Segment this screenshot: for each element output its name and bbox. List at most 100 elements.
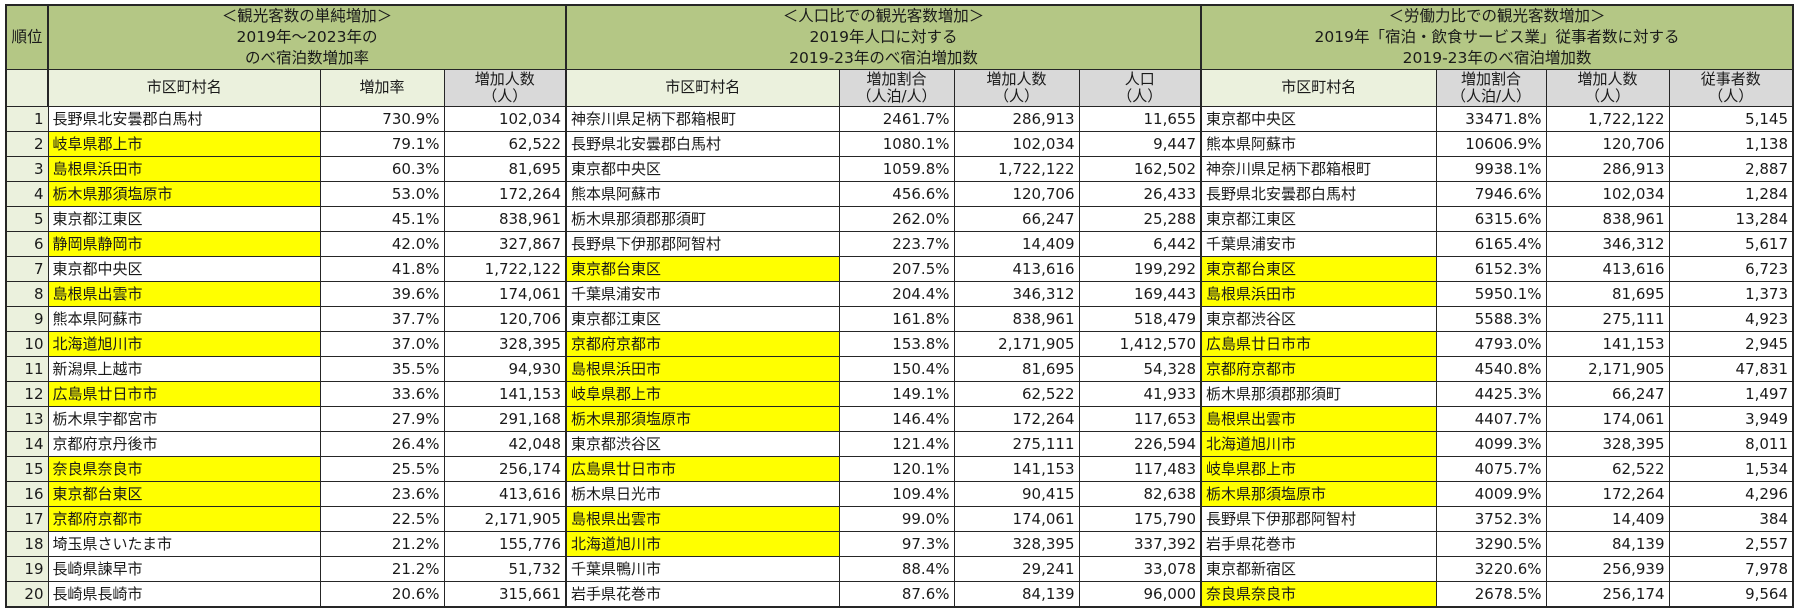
s2-ratio-cell: 1080.1% <box>838 130 955 157</box>
rank-cell: 2 <box>5 130 49 157</box>
s3-workers-cell: 2,887 <box>1668 155 1794 182</box>
s1-rate-cell: 37.0% <box>319 330 445 357</box>
s2-population-cell: 82,638 <box>1078 480 1202 507</box>
s3-workers-cell: 4,296 <box>1668 480 1794 507</box>
s2-population-cell: 1,412,570 <box>1078 330 1202 357</box>
s3-municipality-cell: 神奈川県足柄下郡箱根町 <box>1200 155 1437 182</box>
s1-municipality-cell: 東京都中央区 <box>47 255 321 282</box>
group-header-row: 順位 ＜観光客数の単純増加＞ 2019年～2023年の のべ宿泊数増加率 ＜人口… <box>5 4 1794 70</box>
table-row: 16 東京都台東区 23.6% 413,616 栃木県日光市 109.4% 90,415 82… <box>5 480 1794 507</box>
s1-count-cell: 141,153 <box>443 380 567 407</box>
s2-municipality-cell: 島根県出雲市 <box>565 505 840 532</box>
s1-count-cell: 174,061 <box>443 280 567 307</box>
s2-ratio-cell: 99.0% <box>838 505 955 532</box>
s3-ratio-cell: 9938.1% <box>1435 155 1547 182</box>
s3-workers-cell: 1,534 <box>1668 455 1794 482</box>
table-row: 18 埼玉県さいたま市 21.2% 155,776 北海道旭川市 97.3% 328,395… <box>5 530 1794 557</box>
rank-cell: 8 <box>5 280 49 307</box>
s3-municipality-cell: 東京都江東区 <box>1200 205 1437 232</box>
s2-ratio-cell: 121.4% <box>838 430 955 457</box>
s2-ratio-cell: 161.8% <box>838 305 955 332</box>
s2-population-cell: 226,594 <box>1078 430 1202 457</box>
s1-municipality-cell: 北海道旭川市 <box>47 330 321 357</box>
s1-rate-cell: 27.9% <box>319 405 445 432</box>
s1-rate-cell: 53.0% <box>319 180 445 207</box>
s1-rate-cell: 21.2% <box>319 530 445 557</box>
s3-count-cell: 413,616 <box>1545 255 1670 282</box>
s1-count-cell: 172,264 <box>443 180 567 207</box>
s1-rate-cell: 21.2% <box>319 555 445 582</box>
s2-municipality-cell: 長野県下伊那郡阿智村 <box>565 230 840 257</box>
s1-count-cell: 42,048 <box>443 430 567 457</box>
s3-count-cell: 62,522 <box>1545 455 1670 482</box>
s2-municipality-cell: 千葉県浦安市 <box>565 280 840 307</box>
rank-cell: 12 <box>5 380 49 407</box>
s3-ratio-cell: 33471.8% <box>1435 105 1547 132</box>
s2-population-cell: 117,483 <box>1078 455 1202 482</box>
s2-ratio-cell: 456.6% <box>838 180 955 207</box>
s3-ratio-cell: 4099.3% <box>1435 430 1547 457</box>
s2-ratio-cell: 88.4% <box>838 555 955 582</box>
rank-cell: 15 <box>5 455 49 482</box>
s2-count-cell: 81,695 <box>953 355 1080 382</box>
rank-cell: 6 <box>5 230 49 257</box>
s3-municipality-cell: 長野県下伊那郡阿智村 <box>1200 505 1437 532</box>
s1-rate-cell: 39.6% <box>319 280 445 307</box>
s3-count-cell: 141,153 <box>1545 330 1670 357</box>
s2-count-cell: 62,522 <box>953 380 1080 407</box>
table-row: 2 岐阜県郡上市 79.1% 62,522 長野県北安曇郡白馬村 1080.1% 102,0… <box>5 130 1794 157</box>
rank-cell: 17 <box>5 505 49 532</box>
s3-workers-cell: 47,831 <box>1668 355 1794 382</box>
s3-ratio-cell: 5950.1% <box>1435 280 1547 307</box>
table-row: 14 京都府京丹後市 26.4% 42,048 東京都渋谷区 121.4% 275,111 2… <box>5 430 1794 457</box>
s3-ratio-cell: 2678.5% <box>1435 580 1547 608</box>
s2-municipality-cell: 広島県廿日市市 <box>565 455 840 482</box>
rank-cell: 16 <box>5 480 49 507</box>
s3-count-cell: 2,171,905 <box>1545 355 1670 382</box>
s1-count-cell: 120,706 <box>443 305 567 332</box>
s2-municipality-cell: 千葉県鴨川市 <box>565 555 840 582</box>
s1-municipality-cell: 島根県出雲市 <box>47 280 321 307</box>
s2-population-cell: 25,288 <box>1078 205 1202 232</box>
s3-ratio-cell: 4407.7% <box>1435 405 1547 432</box>
s2-ratio-cell: 204.4% <box>838 280 955 307</box>
table-row: 19 長崎県諫早市 21.2% 51,732 千葉県鴨川市 88.4% 29,241 33,0… <box>5 555 1794 582</box>
s3-workers-cell: 1,497 <box>1668 380 1794 407</box>
s3-workers-cell: 9,564 <box>1668 580 1794 608</box>
s1-count-cell: 102,034 <box>443 105 567 132</box>
s2-population-cell: 199,292 <box>1078 255 1202 282</box>
s3-municipality-cell: 島根県浜田市 <box>1200 280 1437 307</box>
s2-count-cell: 84,139 <box>953 580 1080 608</box>
s2-ratio-cell: 146.4% <box>838 405 955 432</box>
s2-count-cell: 328,395 <box>953 530 1080 557</box>
s2-municipality-cell: 東京都台東区 <box>565 255 840 282</box>
s3-workers-cell: 5,617 <box>1668 230 1794 257</box>
s2-population-cell: 33,078 <box>1078 555 1202 582</box>
s1-municipality-cell: 栃木県那須塩原市 <box>47 180 321 207</box>
rank-cell: 3 <box>5 155 49 182</box>
s3-municipality-cell: 京都府京都市 <box>1200 355 1437 382</box>
s3-count-cell: 346,312 <box>1545 230 1670 257</box>
table-row: 20 長崎県長崎市 20.6% 315,661 岩手県花巻市 87.6% 84,139 96,… <box>5 580 1794 608</box>
s2-population-cell: 11,655 <box>1078 105 1202 132</box>
s2-population-cell: 54,328 <box>1078 355 1202 382</box>
s3-workers-cell: 3,949 <box>1668 405 1794 432</box>
s2-count-cell: 14,409 <box>953 230 1080 257</box>
col-header-s2-municipality: 市区町村名 <box>565 68 840 107</box>
s1-municipality-cell: 奈良県奈良市 <box>47 455 321 482</box>
s2-count-cell: 413,616 <box>953 255 1080 282</box>
s2-count-cell: 29,241 <box>953 555 1080 582</box>
s2-count-cell: 102,034 <box>953 130 1080 157</box>
s2-municipality-cell: 東京都中央区 <box>565 155 840 182</box>
s1-municipality-cell: 京都府京都市 <box>47 505 321 532</box>
table-row: 9 熊本県阿蘇市 37.7% 120,706 東京都江東区 161.8% 838,961 51… <box>5 305 1794 332</box>
s3-ratio-cell: 6165.4% <box>1435 230 1547 257</box>
s2-municipality-cell: 京都府京都市 <box>565 330 840 357</box>
s2-count-cell: 838,961 <box>953 305 1080 332</box>
s3-ratio-cell: 4540.8% <box>1435 355 1547 382</box>
s2-population-cell: 41,933 <box>1078 380 1202 407</box>
s2-municipality-cell: 岩手県花巻市 <box>565 580 840 608</box>
s3-workers-cell: 6,723 <box>1668 255 1794 282</box>
s3-municipality-cell: 東京都渋谷区 <box>1200 305 1437 332</box>
s1-municipality-cell: 長崎県諫早市 <box>47 555 321 582</box>
